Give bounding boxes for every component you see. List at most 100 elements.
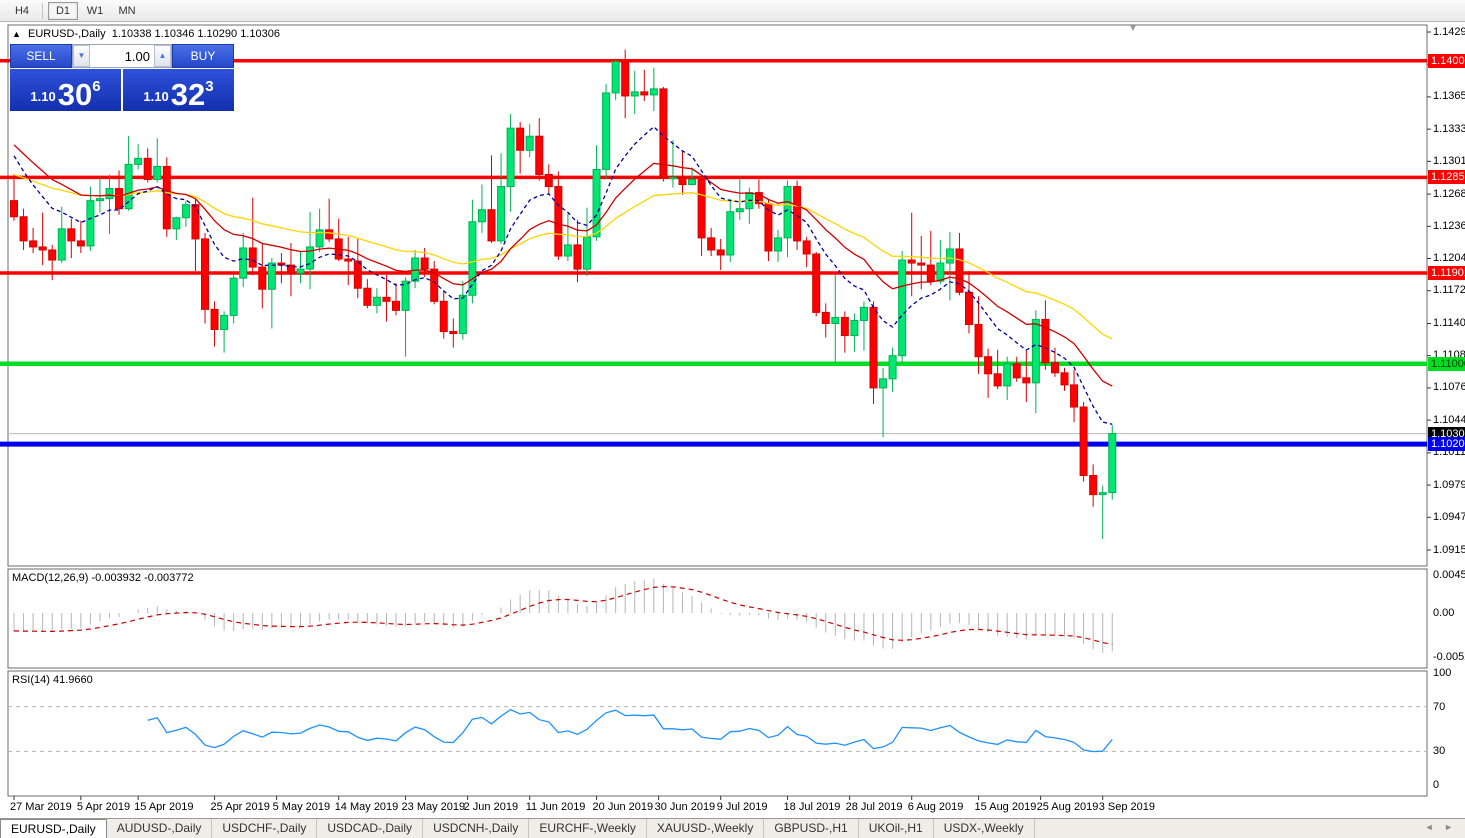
price-axis-label: 1.10440 — [1433, 413, 1465, 426]
candle-body — [76, 240, 85, 247]
candle-body — [172, 217, 181, 230]
volume-increase-icon[interactable]: ▲ — [154, 45, 171, 67]
candle-body — [879, 378, 888, 389]
tab-scroll-arrows-icon[interactable]: ◄ ► — [1424, 822, 1457, 832]
candle-body — [1079, 406, 1088, 476]
candle-body — [783, 186, 792, 239]
price-axis-label: 1.12685 — [1433, 187, 1465, 200]
date-axis-label: 15 Aug 2019 — [974, 801, 1037, 813]
rsi-value: 41.9660 — [52, 674, 93, 686]
rsi-pane[interactable] — [7, 670, 1428, 797]
symbol-tab-usdcnh[interactable]: USDCNH-,Daily — [423, 819, 530, 838]
candle-body — [181, 204, 190, 219]
symbol-tab-gbpusd[interactable]: GBPUSD-,H1 — [764, 819, 859, 838]
macd-axis-label: -0.005205 — [1433, 650, 1465, 663]
candle-body — [726, 211, 735, 256]
buy-price-pipette: 3 — [205, 78, 214, 95]
sell-price-box[interactable]: 1.10 30 6 — [10, 69, 121, 111]
candle-body — [563, 244, 572, 257]
buy-price-box[interactable]: 1.10 32 3 — [123, 69, 234, 111]
price-axis-label: 1.12045 — [1433, 252, 1465, 265]
main-pane[interactable] — [7, 24, 1428, 567]
date-axis-label: 9 Jul 2019 — [716, 801, 768, 813]
symbol-tab-usdcad[interactable]: USDCAD-,Daily — [317, 819, 424, 838]
candle-body — [735, 208, 744, 213]
price-level-badge: 1.11000 — [1428, 356, 1465, 371]
rsi-axis-label: 100 — [1433, 667, 1452, 679]
sell-price-pipette: 6 — [92, 78, 101, 95]
timeframe-button-h4[interactable]: H4 — [7, 2, 37, 20]
price-chart-canvas[interactable] — [0, 22, 1465, 818]
macd-pane[interactable] — [7, 568, 1428, 669]
candle-body — [898, 259, 907, 357]
symbol-tab-xauusd[interactable]: XAUUSD-,Weekly — [647, 819, 765, 838]
chart-window: ▲ EURUSD-,Daily 1.10338 1.10346 1.10290 … — [0, 22, 1465, 818]
candle-body — [525, 135, 534, 151]
candle-body — [468, 221, 477, 296]
chart-collapse-icon[interactable]: ▲ — [12, 29, 21, 39]
macd-histogram — [13, 578, 1113, 653]
ma-medium-red — [13, 144, 1113, 387]
candle-body — [449, 331, 458, 335]
candle-body — [869, 306, 878, 389]
candle-body — [430, 268, 439, 302]
candle-body — [420, 257, 429, 270]
candle-body — [802, 240, 811, 255]
ma-fast-blue — [13, 125, 1113, 425]
symbol-tab-usdchf[interactable]: USDCHF-,Daily — [212, 819, 318, 838]
candle-body — [458, 294, 467, 335]
candle-body — [372, 296, 381, 306]
chart-ohlc-values: 1.10338 1.10346 1.10290 1.10306 — [111, 28, 280, 40]
candle-body — [220, 314, 229, 331]
symbol-tab-ukoil[interactable]: UKOil-,H1 — [859, 819, 934, 838]
candle-body — [105, 188, 114, 200]
sell-button[interactable]: SELL — [10, 44, 72, 68]
candle-body — [162, 165, 171, 230]
candle-body — [57, 228, 66, 261]
candle-body — [392, 300, 400, 311]
toolbar-separator — [42, 2, 43, 19]
candle-body — [248, 247, 257, 268]
candle-body — [401, 280, 410, 311]
candle-body — [621, 61, 630, 97]
candle-body — [544, 173, 553, 188]
candle-body — [306, 246, 315, 270]
candle-body — [1031, 318, 1040, 384]
symbol-tab-audusd[interactable]: AUDUSD-,Daily — [107, 819, 213, 838]
timeframe-button-d1[interactable]: D1 — [48, 1, 78, 20]
candle-body — [38, 246, 47, 251]
candle-body — [506, 127, 515, 188]
candle-body — [1050, 362, 1059, 374]
timeframe-button-mn[interactable]: MN — [112, 2, 142, 20]
candle-body — [697, 178, 706, 239]
volume-input[interactable] — [90, 45, 154, 67]
buy-button[interactable]: BUY — [172, 44, 234, 68]
subwindow-collapse-icon[interactable]: ▼ — [1128, 23, 1138, 34]
date-axis-label: 28 Jul 2019 — [845, 801, 903, 813]
rsi-axis-label: 70 — [1433, 700, 1446, 713]
candle-body — [764, 203, 773, 252]
symbol-tab-bar: EURUSD-,Daily AUDUSD-,Daily USDCHF-,Daily U… — [0, 818, 1465, 838]
volume-decrease-icon[interactable]: ▼ — [73, 45, 90, 67]
candle-body — [439, 300, 448, 333]
timeframe-button-w1[interactable]: W1 — [80, 2, 110, 20]
symbol-tab-eurchf[interactable]: EURCHF-,Weekly — [529, 819, 647, 838]
date-axis-label: 27 Mar 2019 — [10, 801, 72, 813]
candle-body — [668, 176, 677, 180]
candle-body — [793, 186, 802, 242]
date-axis-label: 5 May 2019 — [272, 801, 331, 813]
timeframe-toolbar: H4 D1 W1 MN — [0, 0, 1465, 22]
candle-body — [115, 188, 124, 210]
symbol-tab-eurusd[interactable]: EURUSD-,Daily — [0, 819, 107, 838]
price-axis-label: 1.13650 — [1433, 90, 1465, 103]
sell-price-prefix: 1.10 — [30, 89, 56, 104]
buy-price-big: 32 — [170, 77, 206, 112]
candle-body — [554, 186, 563, 257]
candle-body — [1089, 474, 1098, 496]
symbol-tab-usdx[interactable]: USDX-,Weekly — [934, 819, 1035, 838]
price-axis-label: 1.14295 — [1433, 25, 1465, 38]
price-axis-label: 1.13010 — [1433, 154, 1465, 167]
candle-body — [907, 259, 916, 264]
